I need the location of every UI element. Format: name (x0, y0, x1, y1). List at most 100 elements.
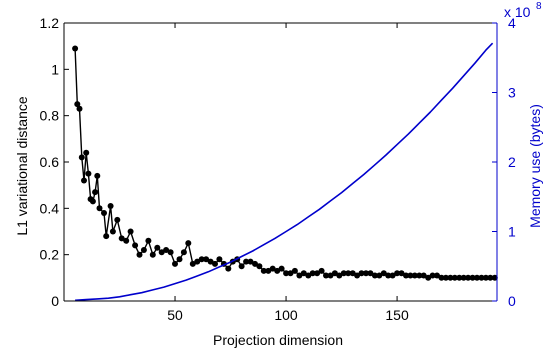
l1-distance-point (371, 272, 378, 279)
l1-distance-point (238, 263, 245, 270)
l1-distance-point (158, 249, 165, 256)
l1-distance-point (380, 270, 387, 277)
l1-distance-point (376, 272, 383, 279)
l1-distance-point (434, 272, 440, 279)
x-tick-label: 100 (274, 307, 298, 323)
axes-layer: 50 100 150 0 0.2 0.4 0.6 0.8 1 1.2 0 1 2 3 4 (40, 15, 516, 323)
l1-distance-point (207, 258, 214, 265)
l1-distance-point (296, 272, 303, 279)
left-y-tick-label: 1.2 (40, 15, 60, 31)
l1-distance-point (76, 105, 83, 112)
l1-distance-point (172, 260, 178, 267)
l1-distance-point (132, 242, 139, 249)
l1-distance-point (127, 228, 134, 235)
l1-distance-point (305, 272, 312, 279)
l1-distance-point (363, 270, 369, 277)
l1-distance-point (354, 272, 361, 279)
l1-distance-point (278, 265, 285, 272)
right-y-tick-label: 4 (508, 15, 516, 31)
right-y-axis-label: Memory use (bytes) (527, 104, 543, 228)
x-tick-label: 150 (385, 307, 409, 323)
l1-distance-point (243, 258, 250, 265)
l1-distance-point (136, 251, 143, 258)
l1-distance-point (482, 274, 489, 281)
l1-distance-point (474, 274, 480, 281)
l1-distance-point (96, 205, 103, 212)
l1-distance-point (269, 265, 276, 272)
right-axis-multiplier: x 10 (504, 4, 531, 20)
l1-distance-point (252, 260, 258, 267)
l1-distance-point (176, 256, 183, 263)
l1-distance-point (291, 267, 298, 274)
l1-distance-point (451, 274, 458, 281)
left-y-tick-label: 1 (51, 61, 59, 77)
l1-distance-point (300, 270, 307, 277)
right-y-tick-label: 3 (508, 85, 516, 101)
l1-distance-point (403, 272, 409, 279)
l1-distance-point (101, 210, 107, 216)
l1-distance-point (118, 235, 125, 242)
l1-distance-point (212, 260, 218, 267)
l1-distance-point (140, 247, 147, 253)
right-y-tick-label: 0 (508, 293, 516, 309)
x-tick-label: 50 (167, 307, 183, 323)
l1-distance-point (398, 270, 405, 277)
l1-distance-point (94, 172, 101, 179)
l1-distance-point (385, 272, 392, 279)
l1-distance-point (265, 267, 272, 274)
l1-distance-point (109, 228, 116, 235)
l1-distance-point (447, 274, 454, 281)
l1-distance-point (487, 274, 494, 281)
l1-distance-point (107, 203, 114, 209)
l1-distance-point (189, 260, 196, 267)
l1-distance-point (274, 267, 281, 274)
l1-distance-point (198, 256, 205, 263)
l1-distance-point (78, 154, 85, 161)
l1-distance-point (323, 272, 329, 279)
l1-distance-point (407, 272, 414, 279)
l1-distance-point (420, 272, 427, 279)
l1-distance-point (216, 256, 223, 263)
l1-distance-point (416, 272, 423, 279)
l1-distance-point (180, 249, 187, 256)
memory-use-line (75, 42, 494, 302)
left-y-tick-label: 0.8 (40, 108, 60, 124)
l1-distance-point (103, 233, 110, 240)
l1-distance-line (74, 48, 495, 279)
l1-distance-point (389, 272, 396, 279)
l1-distance-point (203, 256, 210, 263)
l1-distance-point (349, 270, 356, 277)
l1-distance-point (194, 258, 201, 265)
x-axis-label: Projection dimension (213, 332, 343, 348)
l1-distance-point (145, 237, 152, 244)
left-y-tick-label: 0 (51, 293, 59, 309)
l1-distance-point (283, 270, 290, 277)
l1-distance-point (163, 247, 170, 253)
left-y-axis-label: L1 variational distance (14, 96, 30, 236)
l1-distance-point (345, 270, 352, 277)
l1-distance-point (309, 270, 316, 277)
l1-distance-point (225, 265, 232, 272)
l1-distance-point (85, 170, 92, 177)
left-y-tick-label: 0.2 (40, 247, 60, 263)
l1-distance-point (465, 274, 472, 281)
l1-distance-point (478, 274, 485, 281)
right-y-tick-label: 1 (508, 224, 516, 240)
series-layer (72, 42, 498, 302)
l1-distance-point (314, 270, 321, 277)
l1-distance-point (247, 258, 254, 265)
l1-distance-point (92, 189, 99, 196)
l1-distance-point (72, 45, 79, 52)
l1-distance-point (74, 101, 81, 108)
left-y-tick-label: 0.4 (40, 200, 60, 216)
l1-distance-point (154, 244, 161, 251)
l1-distance-point (469, 274, 476, 281)
l1-distance-point (327, 272, 334, 279)
l1-distance-point (167, 249, 174, 256)
l1-distance-point (429, 272, 436, 279)
left-y-tick-label: 0.6 (40, 154, 60, 170)
l1-distance-point (394, 270, 401, 277)
l1-distance-point (287, 270, 294, 277)
